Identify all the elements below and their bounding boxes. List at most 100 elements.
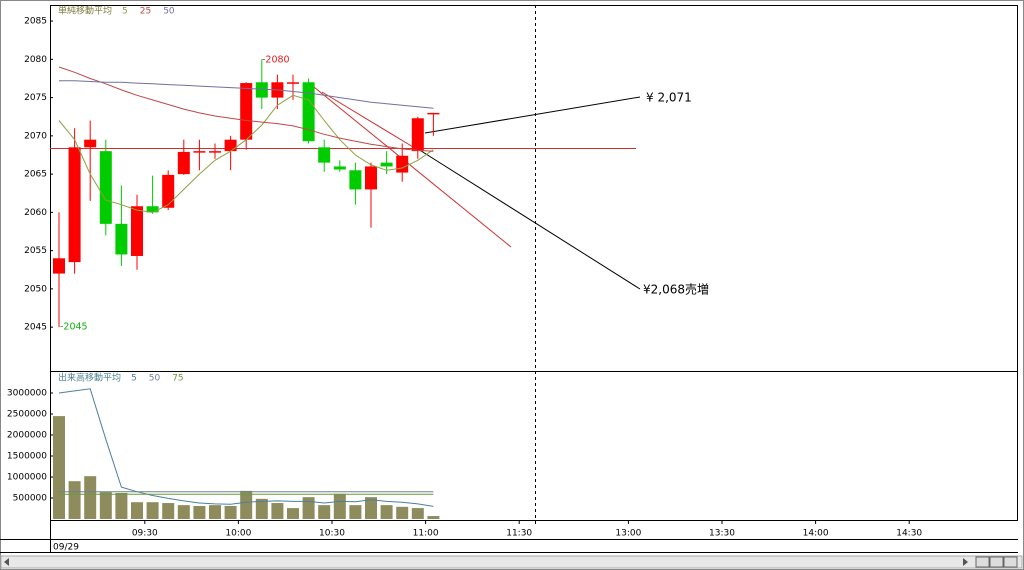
y-tick-label: 500000: [13, 494, 48, 504]
legend-entry: 25: [140, 7, 151, 17]
trend-line: [308, 82, 512, 248]
zoom-button[interactable]: [1003, 556, 1018, 568]
candle-body: [255, 82, 268, 98]
y-tick-label: 2055: [24, 246, 47, 256]
x-tick-label: 10:30: [319, 529, 345, 539]
y-tick-label: 2060: [24, 208, 47, 218]
candle-body: [193, 151, 206, 153]
volume-bar: [318, 505, 331, 519]
legend-entry: 75: [172, 374, 183, 384]
candle-body: [365, 166, 377, 190]
candle-body: [411, 118, 424, 152]
annotation-pointer: [424, 96, 641, 134]
candle-body: [209, 151, 221, 153]
candle-body: [427, 112, 440, 115]
annotation: ¥2,068売増: [643, 282, 709, 297]
candle-body: [380, 162, 393, 167]
candle-body: [349, 170, 362, 190]
volume-bar: [68, 481, 81, 519]
candle-body: [240, 83, 253, 140]
volume-bar: [177, 505, 190, 519]
legend-title: 出来高移動平均: [58, 372, 121, 384]
volume-bar: [287, 508, 299, 519]
scrollbar-track[interactable]: [0, 555, 1023, 569]
volume-bar: [146, 502, 159, 519]
candle-body: [68, 147, 81, 263]
candle-body: [333, 166, 346, 170]
y-tick-label: 1000000: [7, 473, 47, 483]
low-label: -2045: [60, 322, 88, 333]
candle-body: [318, 147, 331, 163]
y-tick-label: 2075: [24, 93, 47, 103]
volume-bar: [53, 416, 65, 519]
y-tick-label: 1500000: [7, 452, 47, 462]
candle-body: [287, 82, 299, 84]
legend-entry: 50: [163, 7, 175, 17]
volume-panel: [50, 371, 1018, 521]
legend-entry: 5: [122, 7, 128, 17]
volume-bar: [365, 497, 377, 519]
volume-bar: [396, 506, 409, 519]
volume-bar: [224, 505, 237, 519]
high-label: -2080: [262, 55, 290, 66]
x-tick-label: 14:30: [896, 529, 922, 539]
volume-bar: [162, 503, 175, 519]
volume-bar: [380, 505, 393, 519]
volume-bar: [255, 498, 268, 519]
volume-bar: [115, 492, 128, 519]
candle-body: [302, 82, 315, 142]
y-tick-label: 2085: [24, 17, 47, 27]
volume-bar: [333, 493, 346, 519]
volume-bar: [427, 516, 440, 519]
volume-bar: [131, 502, 143, 519]
candle-body: [396, 155, 409, 173]
volume-bar: [84, 476, 97, 519]
y-tick-label: 2070: [24, 131, 47, 141]
candle-body: [224, 139, 237, 152]
volume-bar: [302, 497, 315, 519]
scroll-right[interactable]: [963, 558, 968, 566]
trend-line: [321, 91, 419, 151]
volume-bar: [411, 508, 424, 519]
candle-body: [115, 223, 128, 255]
volume-bar: [209, 505, 221, 519]
date-label: 09/29: [53, 543, 79, 553]
x-tick-label: 14:00: [803, 529, 829, 539]
candle-body: [53, 258, 65, 274]
annotation: ¥ 2,071: [646, 91, 692, 105]
candle-body: [162, 174, 175, 208]
legend-title: 単純移動平均: [58, 5, 112, 17]
candle-body: [99, 151, 112, 224]
moving-average-line: [58, 94, 434, 213]
x-tick-label: 13:00: [615, 529, 641, 539]
zoom-button[interactable]: [975, 556, 990, 568]
scroll-left[interactable]: [4, 558, 9, 566]
x-tick-label: 10:00: [225, 529, 251, 539]
volume-bar: [99, 492, 112, 519]
y-tick-label: 2045: [24, 323, 47, 333]
x-tick-label: 11:00: [413, 529, 439, 539]
x-tick-label: 09:30: [132, 529, 158, 539]
moving-average-line: [59, 80, 434, 109]
volume-bar: [240, 490, 253, 519]
scrollbar[interactable]: [0, 555, 1023, 569]
y-tick-label: 2050: [24, 284, 47, 294]
moving-average-line: [58, 388, 434, 507]
moving-average-line: [58, 66, 434, 152]
annotation-pointer: [417, 148, 641, 290]
volume-bar: [271, 503, 284, 519]
volume-bar: [349, 505, 362, 519]
legend-entry: 5: [131, 374, 137, 384]
candle-body: [84, 139, 97, 148]
zoom-button[interactable]: [989, 556, 1004, 568]
legend-entry: 50: [149, 374, 161, 384]
candle-body: [131, 206, 143, 256]
y-tick-label: 2000000: [7, 431, 47, 441]
y-tick-label: 2080: [24, 55, 47, 65]
y-tick-label: 3000000: [7, 389, 47, 399]
candle-body: [177, 151, 190, 175]
x-tick-label: 11:30: [506, 529, 532, 539]
